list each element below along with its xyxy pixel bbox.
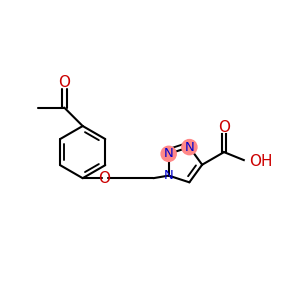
Circle shape (161, 146, 176, 161)
Text: N: N (164, 169, 174, 182)
Text: OH: OH (249, 154, 273, 169)
Circle shape (182, 140, 197, 155)
Text: N: N (184, 141, 194, 154)
Text: O: O (58, 75, 70, 90)
Text: O: O (218, 120, 230, 135)
Text: N: N (164, 147, 174, 160)
Text: O: O (99, 171, 111, 186)
